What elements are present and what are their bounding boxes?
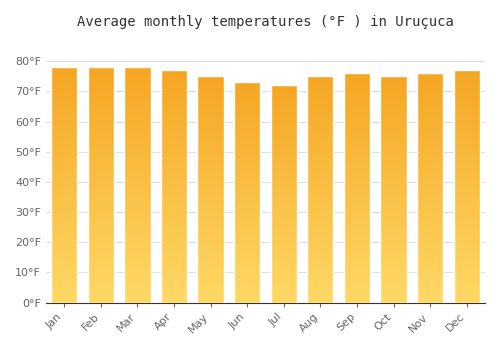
Bar bbox=[270, 85, 297, 302]
Bar bbox=[124, 67, 150, 302]
Bar bbox=[344, 73, 370, 302]
Bar bbox=[234, 82, 260, 302]
Bar bbox=[198, 76, 224, 302]
Bar bbox=[454, 70, 480, 302]
Bar bbox=[51, 67, 78, 302]
Bar bbox=[417, 73, 444, 302]
Bar bbox=[307, 76, 334, 302]
Bar bbox=[88, 67, 114, 302]
Title: Average monthly temperatures (°F ) in Uruçuca: Average monthly temperatures (°F ) in Ur… bbox=[77, 15, 454, 29]
Bar bbox=[161, 70, 187, 302]
Bar bbox=[380, 76, 406, 302]
